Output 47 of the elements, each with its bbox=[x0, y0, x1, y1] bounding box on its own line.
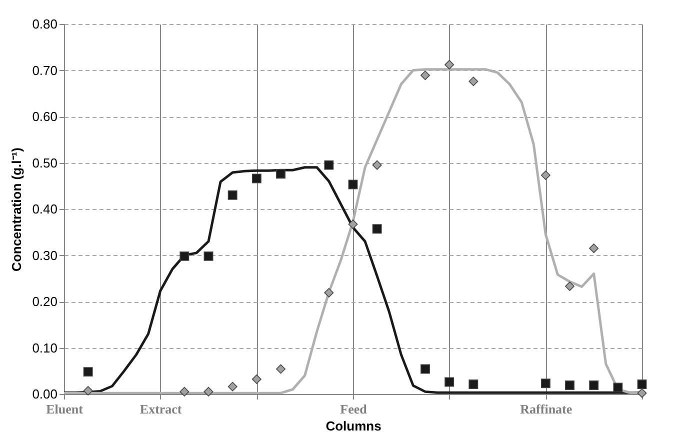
point bbox=[540, 170, 550, 180]
y-tick-label: 0.60 bbox=[32, 109, 58, 124]
point bbox=[324, 288, 334, 298]
point bbox=[83, 386, 93, 396]
x-tick-label: Feed bbox=[340, 402, 368, 416]
y-tick-label: 0.80 bbox=[32, 16, 58, 32]
y-axis-title: Concentration (g.l⁻¹) bbox=[9, 148, 24, 272]
point bbox=[420, 70, 430, 80]
point bbox=[372, 224, 382, 234]
point bbox=[83, 367, 93, 377]
point bbox=[348, 220, 358, 229]
point bbox=[565, 380, 574, 390]
point bbox=[252, 174, 262, 184]
point bbox=[228, 382, 238, 392]
point bbox=[420, 364, 430, 374]
x-axis-title: Columns bbox=[326, 418, 382, 434]
point bbox=[276, 364, 286, 374]
point bbox=[180, 251, 190, 261]
y-tick-label: 0.40 bbox=[32, 202, 58, 216]
point bbox=[589, 380, 599, 390]
point bbox=[565, 282, 574, 291]
point bbox=[204, 386, 214, 396]
point bbox=[276, 169, 286, 179]
y-tick-label: 0.10 bbox=[32, 340, 58, 356]
point bbox=[372, 160, 382, 170]
point bbox=[637, 380, 647, 390]
y-tick-label: 0.30 bbox=[32, 248, 58, 263]
y-tick-label: 0.20 bbox=[32, 294, 58, 309]
point bbox=[228, 190, 238, 200]
point bbox=[444, 60, 454, 70]
x-tick-label: Raffinate bbox=[520, 402, 572, 416]
x-tick-label: Extract bbox=[140, 402, 182, 416]
x-tick-label: Eluent bbox=[46, 402, 84, 416]
point bbox=[324, 160, 334, 170]
y-tick-label: 0.00 bbox=[32, 386, 58, 402]
point bbox=[252, 374, 262, 384]
y-tick-label: 0.50 bbox=[32, 155, 58, 170]
point bbox=[540, 378, 550, 388]
y-tick-label: 0.70 bbox=[32, 62, 58, 78]
point bbox=[444, 377, 454, 387]
point bbox=[468, 76, 478, 86]
point bbox=[613, 382, 623, 392]
point bbox=[589, 244, 599, 254]
point bbox=[468, 380, 478, 390]
point bbox=[204, 251, 214, 261]
point bbox=[180, 386, 190, 396]
point bbox=[348, 180, 358, 190]
